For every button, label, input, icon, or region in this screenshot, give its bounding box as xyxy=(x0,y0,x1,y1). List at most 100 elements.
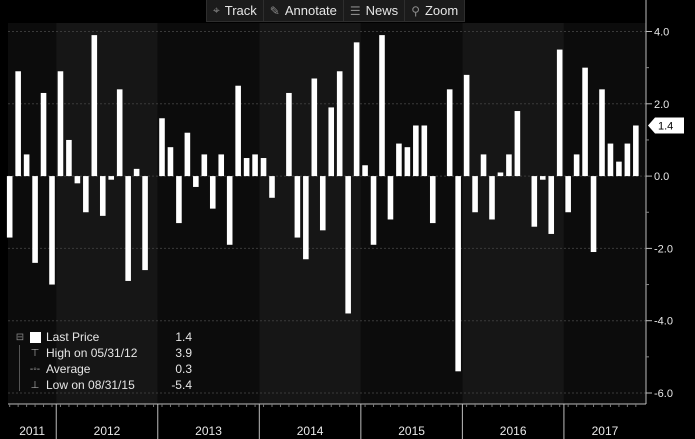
bar xyxy=(125,176,131,281)
bar xyxy=(260,158,267,177)
bar xyxy=(108,176,115,180)
bar xyxy=(396,143,402,177)
x-tick-label: 2015 xyxy=(398,424,425,438)
bar xyxy=(40,92,47,177)
zoom-button[interactable]: ⚲ Zoom xyxy=(405,0,464,21)
legend-row-high[interactable]: ⊤ High on 05/31/12 3.9 xyxy=(12,345,192,361)
bar xyxy=(599,89,605,177)
bar xyxy=(345,176,351,314)
track-button[interactable]: ⌖ Track xyxy=(207,0,264,21)
bar xyxy=(633,125,639,177)
legend: ⊟ Last Price 1.4 ⊤ High on 05/31/12 3.9 … xyxy=(12,329,192,393)
magnifier-icon: ⚲ xyxy=(411,3,420,18)
bar xyxy=(387,176,394,220)
bar xyxy=(269,176,275,198)
average-line-icon: -◦- xyxy=(29,363,41,375)
legend-row-last-price[interactable]: ⊟ Last Price 1.4 xyxy=(12,329,192,345)
bar xyxy=(294,176,301,238)
bar xyxy=(243,158,250,177)
legend-row-low[interactable]: ⊥ Low on 08/31/15 -5.4 xyxy=(12,377,192,393)
high-marker-icon: ⊤ xyxy=(30,347,40,359)
chart-toolbar: ⌖ Track ✎ Annotate ☰ News ⚲ Zoom xyxy=(206,0,466,22)
bar xyxy=(489,176,495,220)
bar xyxy=(353,42,360,177)
bar xyxy=(590,176,597,253)
bar xyxy=(142,176,148,271)
bar xyxy=(286,92,292,177)
legend-tree-line xyxy=(19,345,20,391)
bar-series xyxy=(6,35,639,372)
bar xyxy=(167,147,174,177)
legend-label: Low on 08/31/15 xyxy=(46,378,135,392)
bar xyxy=(480,154,487,177)
x-tick-label: 2012 xyxy=(94,424,121,438)
bar xyxy=(303,176,309,260)
last-price-tag xyxy=(648,117,684,134)
legend-label: Average xyxy=(46,362,91,376)
bar xyxy=(607,143,614,177)
zoom-label: Zoom xyxy=(424,3,459,18)
bar xyxy=(74,176,81,184)
crosshair-icon: ⌖ xyxy=(213,3,220,17)
y-tick-label: -6.0 xyxy=(654,388,673,400)
bar xyxy=(218,154,225,177)
y-tick-label: 2.0 xyxy=(654,99,669,111)
bar xyxy=(565,176,571,213)
bar xyxy=(539,176,546,180)
year-band xyxy=(462,23,564,404)
bar xyxy=(57,71,64,177)
bar xyxy=(91,35,98,177)
news-button[interactable]: ☰ News xyxy=(344,0,406,21)
bar xyxy=(66,139,72,177)
last-price-tag-label: 1.4 xyxy=(658,120,673,132)
bar xyxy=(497,172,504,177)
bar xyxy=(311,78,318,177)
bar xyxy=(455,176,461,372)
bar xyxy=(176,176,182,224)
bar xyxy=(328,107,335,177)
bar xyxy=(159,118,165,177)
news-label: News xyxy=(365,3,399,18)
y-tick-label: -4.0 xyxy=(654,316,673,328)
y-axis: 4.0 2.0 0.0 -2.0 -4.0 -6.0 1.4 xyxy=(645,0,684,404)
bar xyxy=(463,74,470,177)
legend-label: Last Price xyxy=(46,330,100,344)
annotate-label: Annotate xyxy=(284,3,337,18)
year-band xyxy=(56,23,158,404)
bar xyxy=(624,143,631,177)
bar xyxy=(531,176,538,227)
bar xyxy=(319,176,326,231)
bar xyxy=(370,176,377,245)
y-tick-label: 0.0 xyxy=(654,171,669,183)
legend-value: 3.9 xyxy=(175,346,192,360)
annotate-button[interactable]: ✎ Annotate xyxy=(264,0,344,21)
legend-row-average[interactable]: -◦- Average 0.3 xyxy=(12,361,192,377)
collapse-icon[interactable]: ⊟ xyxy=(15,331,25,343)
bar xyxy=(201,154,208,177)
bar xyxy=(421,125,428,177)
bar xyxy=(362,165,368,177)
bar xyxy=(6,176,13,238)
bar xyxy=(429,176,436,224)
x-tick-label: 2016 xyxy=(500,424,527,438)
bar xyxy=(99,176,106,216)
bar xyxy=(235,85,241,177)
bar xyxy=(413,125,419,177)
bar xyxy=(506,154,512,177)
bar xyxy=(548,176,555,234)
bar xyxy=(472,176,478,213)
legend-value: 1.4 xyxy=(175,330,192,344)
bar xyxy=(616,161,622,177)
legend-label: High on 05/31/12 xyxy=(46,346,138,360)
bar xyxy=(582,67,588,177)
legend-value: 0.3 xyxy=(175,362,192,376)
bar xyxy=(15,71,21,177)
legend-value: -5.4 xyxy=(171,378,192,392)
bar xyxy=(184,132,191,177)
bar xyxy=(83,176,89,213)
year-band xyxy=(563,23,646,404)
x-axis: 2011 2012 2013 2014 2015 2016 2017 xyxy=(8,403,646,439)
bar xyxy=(514,111,521,177)
pencil-icon: ✎ xyxy=(269,3,280,18)
